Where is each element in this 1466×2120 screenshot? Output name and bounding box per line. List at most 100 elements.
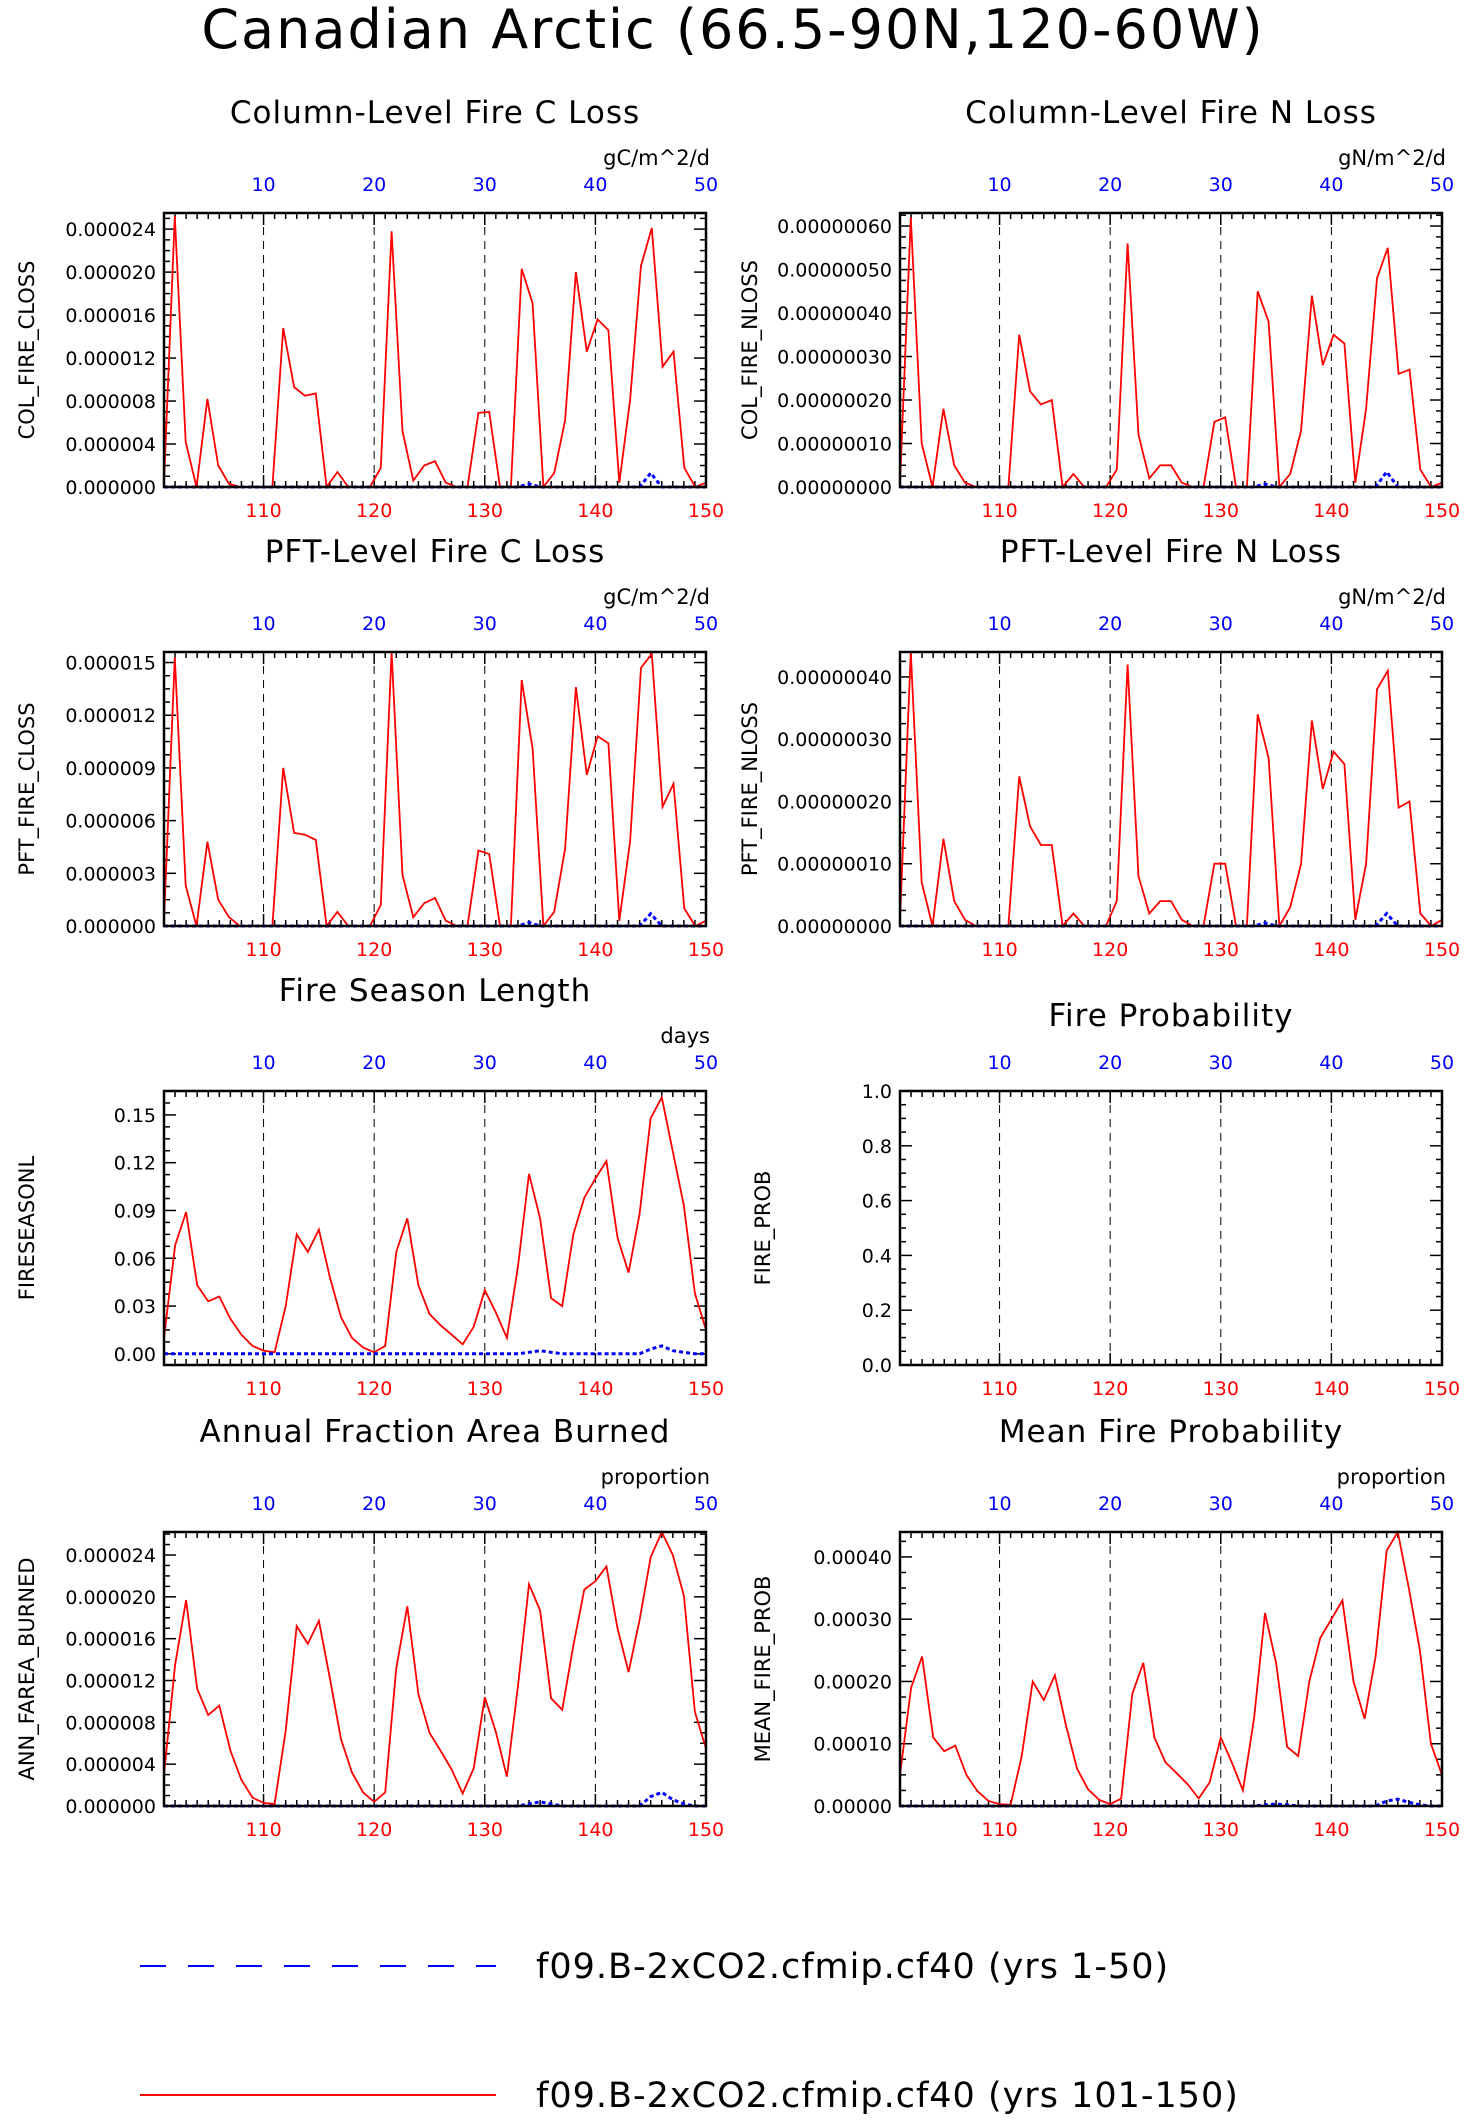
units-label: proportion (1337, 1465, 1446, 1489)
x-tick-label-bottom: 130 (467, 500, 503, 522)
y-tick-label: 0.2 (862, 1300, 892, 1322)
x-tick-label-top: 50 (1430, 1052, 1454, 1074)
y-tick-label: 0.00000040 (777, 303, 892, 325)
units-label: gC/m^2/d (603, 146, 710, 170)
x-tick-label-bottom: 110 (981, 1819, 1017, 1841)
y-axis-label: ANN_FAREA_BURNED (15, 1557, 40, 1780)
plot-frame (898, 211, 1444, 489)
y-tick-label: 0.00000 (813, 1796, 892, 1818)
panel-title: PFT-Level Fire N Loss (1000, 534, 1342, 570)
y-tick-label: 0.00040 (813, 1547, 892, 1569)
panels: Column-Level Fire C LossgC/m^2/d0.000000… (15, 95, 1460, 1841)
x-tick-label-bottom: 140 (577, 500, 613, 522)
y-tick-label: 0.00000020 (777, 791, 892, 813)
x-tick-label-bottom: 110 (981, 500, 1017, 522)
x-tick-label-top: 40 (583, 1493, 607, 1515)
x-tick-label-top: 30 (473, 613, 497, 635)
x-tick-label-bottom: 120 (1092, 939, 1128, 961)
y-tick-label: 0.00 (114, 1344, 156, 1366)
x-tick-label-top: 30 (1209, 1052, 1233, 1074)
plot-frame (898, 1530, 1444, 1808)
x-tick-label-top: 10 (987, 1493, 1011, 1515)
x-tick-label-bottom: 140 (577, 1378, 613, 1400)
chart-panel: PFT-Level Fire N Loss gN/m^2/d 0.00000000 0… (738, 534, 1460, 961)
x-tick-label-bottom: 130 (1203, 1378, 1239, 1400)
y-tick-label: 0.0 (862, 1355, 892, 1377)
series-line-yrs-101-150 (900, 1530, 1442, 1806)
x-tick-label-bottom: 120 (356, 939, 392, 961)
x-tick-label-top: 20 (362, 1052, 386, 1074)
chart-panel: Annual Fraction Area Burned proportion 0.0… (15, 1414, 724, 1841)
x-tick-label-bottom: 150 (688, 1378, 724, 1400)
x-tick-label-bottom: 110 (245, 500, 281, 522)
legend: f09.B-2xCO2.cfmip.cf40 (yrs 1-50) f09.B-… (140, 1947, 1238, 2116)
y-tick-label: 0.00000010 (777, 434, 892, 456)
x-tick-label-top: 50 (1430, 613, 1454, 635)
x-tick-label-bottom: 130 (1203, 939, 1239, 961)
x-tick-label-bottom: 140 (1313, 1378, 1349, 1400)
y-tick-label: 0.000020 (65, 1587, 156, 1609)
x-tick-label-bottom: 120 (356, 1819, 392, 1841)
y-tick-label: 0.00000000 (777, 916, 892, 938)
x-tick-label-bottom: 130 (467, 1819, 503, 1841)
x-tick-label-bottom: 150 (1424, 939, 1460, 961)
chart-panel: Fire Season Length days 0.00 0.03 0.06 0.09 0.… (15, 973, 724, 1400)
y-tick-label: 0.00000010 (777, 854, 892, 876)
x-tick-label-bottom: 120 (1092, 1378, 1128, 1400)
units-label: gC/m^2/d (603, 585, 710, 609)
x-tick-label-bottom: 130 (467, 1378, 503, 1400)
y-tick-label: 0.000004 (65, 1754, 156, 1776)
y-tick-label: 0.00000030 (777, 347, 892, 369)
x-tick-label-bottom: 120 (1092, 1819, 1128, 1841)
y-axis-label: COL_FIRE_CLOSS (15, 261, 40, 440)
y-tick-label: 0.000020 (65, 262, 156, 284)
y-tick-label: 0.12 (114, 1153, 156, 1175)
x-tick-label-top: 30 (473, 174, 497, 196)
y-tick-label: 0.000016 (65, 305, 156, 327)
panel-title: Mean Fire Probability (999, 1414, 1343, 1450)
series-line-yrs-101-150 (164, 1094, 706, 1354)
y-tick-label: 1.0 (862, 1081, 892, 1103)
x-tick-label-top: 20 (1098, 613, 1122, 635)
y-tick-label: 0.8 (862, 1136, 892, 1158)
plot-frame (162, 211, 708, 489)
x-tick-label-top: 50 (1430, 174, 1454, 196)
x-tick-label-bottom: 150 (1424, 500, 1460, 522)
units-label: days (660, 1024, 710, 1048)
x-tick-label-top: 10 (251, 1052, 275, 1074)
units-label: gN/m^2/d (1338, 146, 1446, 170)
x-tick-label-top: 20 (1098, 1493, 1122, 1515)
x-tick-label-bottom: 130 (467, 939, 503, 961)
plot-frame (162, 1530, 708, 1808)
x-tick-label-top: 40 (1319, 1052, 1343, 1074)
x-tick-label-top: 10 (251, 174, 275, 196)
x-tick-label-top: 30 (1209, 613, 1233, 635)
y-tick-label: 0.000009 (65, 758, 156, 780)
panel-title: PFT-Level Fire C Loss (265, 534, 606, 570)
x-tick-label-bottom: 140 (1313, 939, 1349, 961)
x-tick-label-bottom: 150 (688, 1819, 724, 1841)
y-tick-label: 0.00000030 (777, 729, 892, 751)
y-tick-label: 0.00000060 (777, 216, 892, 238)
x-tick-label-bottom: 120 (356, 500, 392, 522)
y-tick-label: 0.00010 (813, 1734, 892, 1756)
x-tick-label-bottom: 130 (1203, 1819, 1239, 1841)
x-tick-label-top: 20 (1098, 1052, 1122, 1074)
plot-frame (898, 650, 1444, 928)
y-tick-label: 0.000008 (65, 391, 156, 413)
x-tick-label-bottom: 110 (245, 1378, 281, 1400)
y-tick-label: 0.6 (862, 1191, 892, 1213)
x-tick-label-bottom: 150 (1424, 1819, 1460, 1841)
x-tick-label-top: 40 (583, 613, 607, 635)
y-tick-label: 0.000000 (65, 477, 156, 499)
units-label: proportion (601, 1465, 710, 1489)
y-tick-label: 0.15 (114, 1105, 156, 1127)
x-tick-label-bottom: 120 (356, 1378, 392, 1400)
main-title: Canadian Arctic (66.5-90N,120-60W) (201, 0, 1264, 61)
y-axis-label: FIRESEASONL (15, 1156, 39, 1301)
x-tick-label-bottom: 140 (1313, 1819, 1349, 1841)
x-tick-label-bottom: 150 (688, 939, 724, 961)
units-label: gN/m^2/d (1338, 585, 1446, 609)
